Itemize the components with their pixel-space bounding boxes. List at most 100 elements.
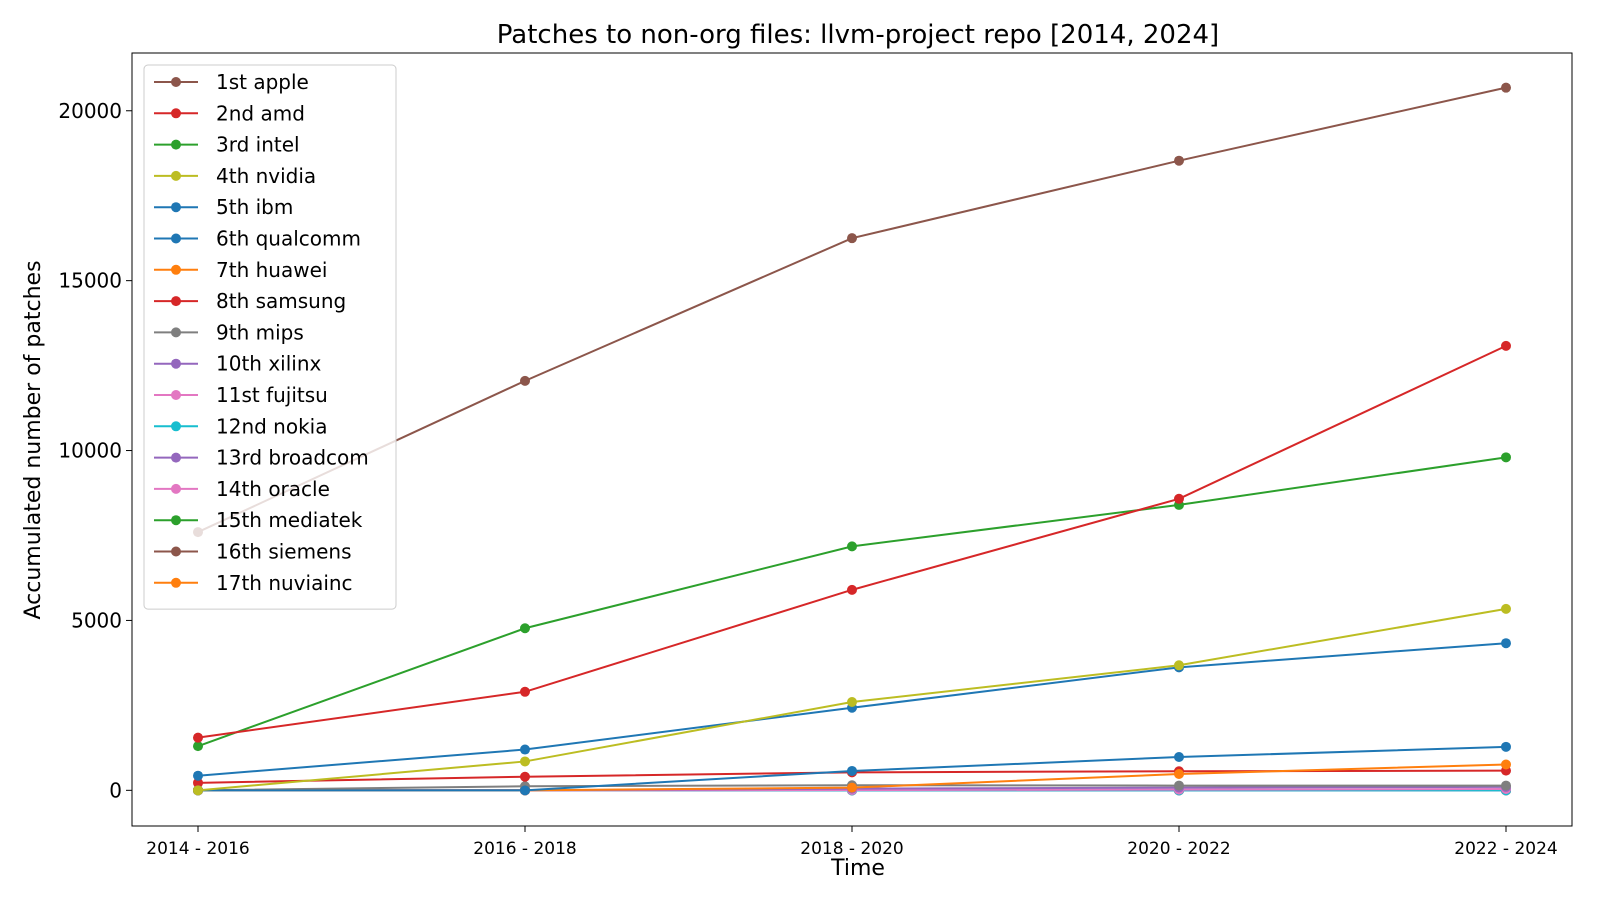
legend-item: 13rd broadcom bbox=[154, 446, 369, 470]
data-point bbox=[1501, 759, 1511, 770]
data-point bbox=[520, 785, 530, 796]
y-axis-label: Accumulated number of patches bbox=[21, 260, 46, 619]
data-point bbox=[1501, 780, 1511, 791]
legend-item: 8th samsung bbox=[154, 289, 346, 313]
data-point bbox=[1174, 780, 1184, 791]
legend-item: 10th xilinx bbox=[154, 352, 322, 376]
legend-label: 7th huawei bbox=[216, 258, 327, 282]
x-tick-label: 2016 - 2018 bbox=[473, 839, 576, 859]
data-point bbox=[1501, 638, 1511, 649]
legend-swatch-marker bbox=[171, 421, 181, 432]
legend-swatch-marker bbox=[171, 139, 181, 150]
legend-label: 6th qualcomm bbox=[216, 227, 361, 251]
legend-label: 9th mips bbox=[216, 320, 304, 344]
legend-swatch-marker bbox=[171, 296, 181, 307]
legend-item: 16th siemens bbox=[154, 540, 352, 564]
legend-swatch-marker bbox=[171, 233, 181, 244]
legend-swatch-marker bbox=[171, 546, 181, 557]
legend-item: 17th nuviainc bbox=[154, 571, 353, 595]
legend-item: 4th nvidia bbox=[154, 164, 316, 188]
legend-label: 16th siemens bbox=[216, 540, 352, 564]
x-axis-label: Time bbox=[830, 856, 885, 881]
data-point bbox=[520, 771, 530, 782]
legend-item: 2nd amd bbox=[154, 101, 305, 125]
data-point bbox=[847, 233, 857, 244]
x-tick-label: 2014 - 2016 bbox=[146, 839, 249, 859]
legend-swatch-marker bbox=[171, 358, 181, 369]
data-point bbox=[1174, 660, 1184, 671]
legend-label: 1st apple bbox=[216, 70, 309, 94]
legend-label: 17th nuviainc bbox=[216, 571, 353, 595]
legend-swatch-marker bbox=[171, 327, 181, 338]
y-tick-label: 10000 bbox=[58, 439, 122, 463]
legend-swatch-marker bbox=[171, 170, 181, 181]
x-tick-label: 2018 - 2020 bbox=[800, 839, 903, 859]
legend-swatch-marker bbox=[171, 77, 181, 87]
legend-item: 5th ibm bbox=[154, 195, 293, 219]
x-axis: 2014 - 2016 2016 - 2018 2018 - 2020 2020 - … bbox=[146, 826, 1558, 859]
data-point bbox=[520, 756, 530, 767]
y-tick-label: 15000 bbox=[58, 269, 122, 293]
data-point bbox=[520, 623, 530, 634]
data-point bbox=[520, 686, 530, 697]
series-3 bbox=[193, 603, 1511, 796]
legend-swatch-marker bbox=[171, 452, 181, 463]
legend-label: 10th xilinx bbox=[216, 352, 322, 376]
data-point bbox=[520, 744, 530, 755]
legend-box bbox=[143, 64, 397, 610]
y-tick-label: 5000 bbox=[71, 608, 122, 632]
series-2 bbox=[193, 452, 1511, 752]
legend-label: 2nd amd bbox=[216, 101, 305, 125]
data-point bbox=[1174, 155, 1184, 166]
legend-swatch-marker bbox=[171, 515, 181, 526]
legend-label: 11st fujitsu bbox=[216, 383, 328, 407]
data-point bbox=[193, 785, 203, 796]
data-point bbox=[847, 541, 857, 552]
y-tick-label: 0 bbox=[109, 778, 122, 802]
legend: 1st apple 2nd amd 3rd intel 4th nvidia 5… bbox=[143, 64, 397, 610]
legend-item: 12nd nokia bbox=[154, 414, 327, 438]
data-point bbox=[847, 782, 857, 793]
data-point bbox=[1501, 82, 1511, 93]
legend-item: 3rd intel bbox=[154, 133, 300, 157]
x-tick-label: 2020 - 2022 bbox=[1127, 839, 1230, 859]
data-point bbox=[847, 696, 857, 707]
legend-label: 8th samsung bbox=[216, 289, 346, 313]
legend-swatch-marker bbox=[171, 577, 181, 588]
x-tick-label: 2022 - 2024 bbox=[1454, 839, 1557, 859]
y-axis: 0 5000 10000 15000 20000 bbox=[58, 99, 132, 802]
legend-swatch-marker bbox=[171, 390, 181, 400]
legend-label: 15th mediatek bbox=[216, 508, 363, 532]
legend-label: 14th oracle bbox=[216, 477, 330, 501]
legend-label: 4th nvidia bbox=[216, 164, 316, 188]
chart-title: Patches to non-org files: llvm-project r… bbox=[497, 20, 1219, 50]
data-point bbox=[1174, 752, 1184, 763]
legend-item: 11st fujitsu bbox=[154, 383, 328, 407]
data-point bbox=[1501, 340, 1511, 351]
data-point bbox=[520, 375, 530, 386]
legend-item: 9th mips bbox=[154, 320, 304, 344]
data-point bbox=[1174, 769, 1184, 780]
legend-swatch-marker bbox=[171, 483, 181, 494]
data-point bbox=[193, 732, 203, 743]
legend-label: 12nd nokia bbox=[216, 414, 327, 438]
data-point bbox=[847, 765, 857, 776]
legend-swatch-marker bbox=[171, 202, 181, 213]
legend-item: 1st apple bbox=[154, 70, 309, 94]
series-layer bbox=[193, 82, 1511, 796]
legend-label: 5th ibm bbox=[216, 195, 293, 219]
legend-item: 14th oracle bbox=[154, 477, 330, 501]
y-tick-label: 20000 bbox=[58, 99, 122, 123]
data-point bbox=[1501, 603, 1511, 614]
data-point bbox=[847, 584, 857, 595]
legend-item: 6th qualcomm bbox=[154, 227, 361, 251]
legend-swatch-marker bbox=[171, 264, 181, 275]
data-point bbox=[193, 777, 203, 788]
legend-label: 13rd broadcom bbox=[216, 446, 369, 470]
legend-swatch-marker bbox=[171, 108, 181, 119]
series-1 bbox=[193, 340, 1511, 743]
legend-label: 3rd intel bbox=[216, 133, 300, 157]
data-point bbox=[193, 770, 203, 781]
legend-item: 7th huawei bbox=[154, 258, 327, 282]
